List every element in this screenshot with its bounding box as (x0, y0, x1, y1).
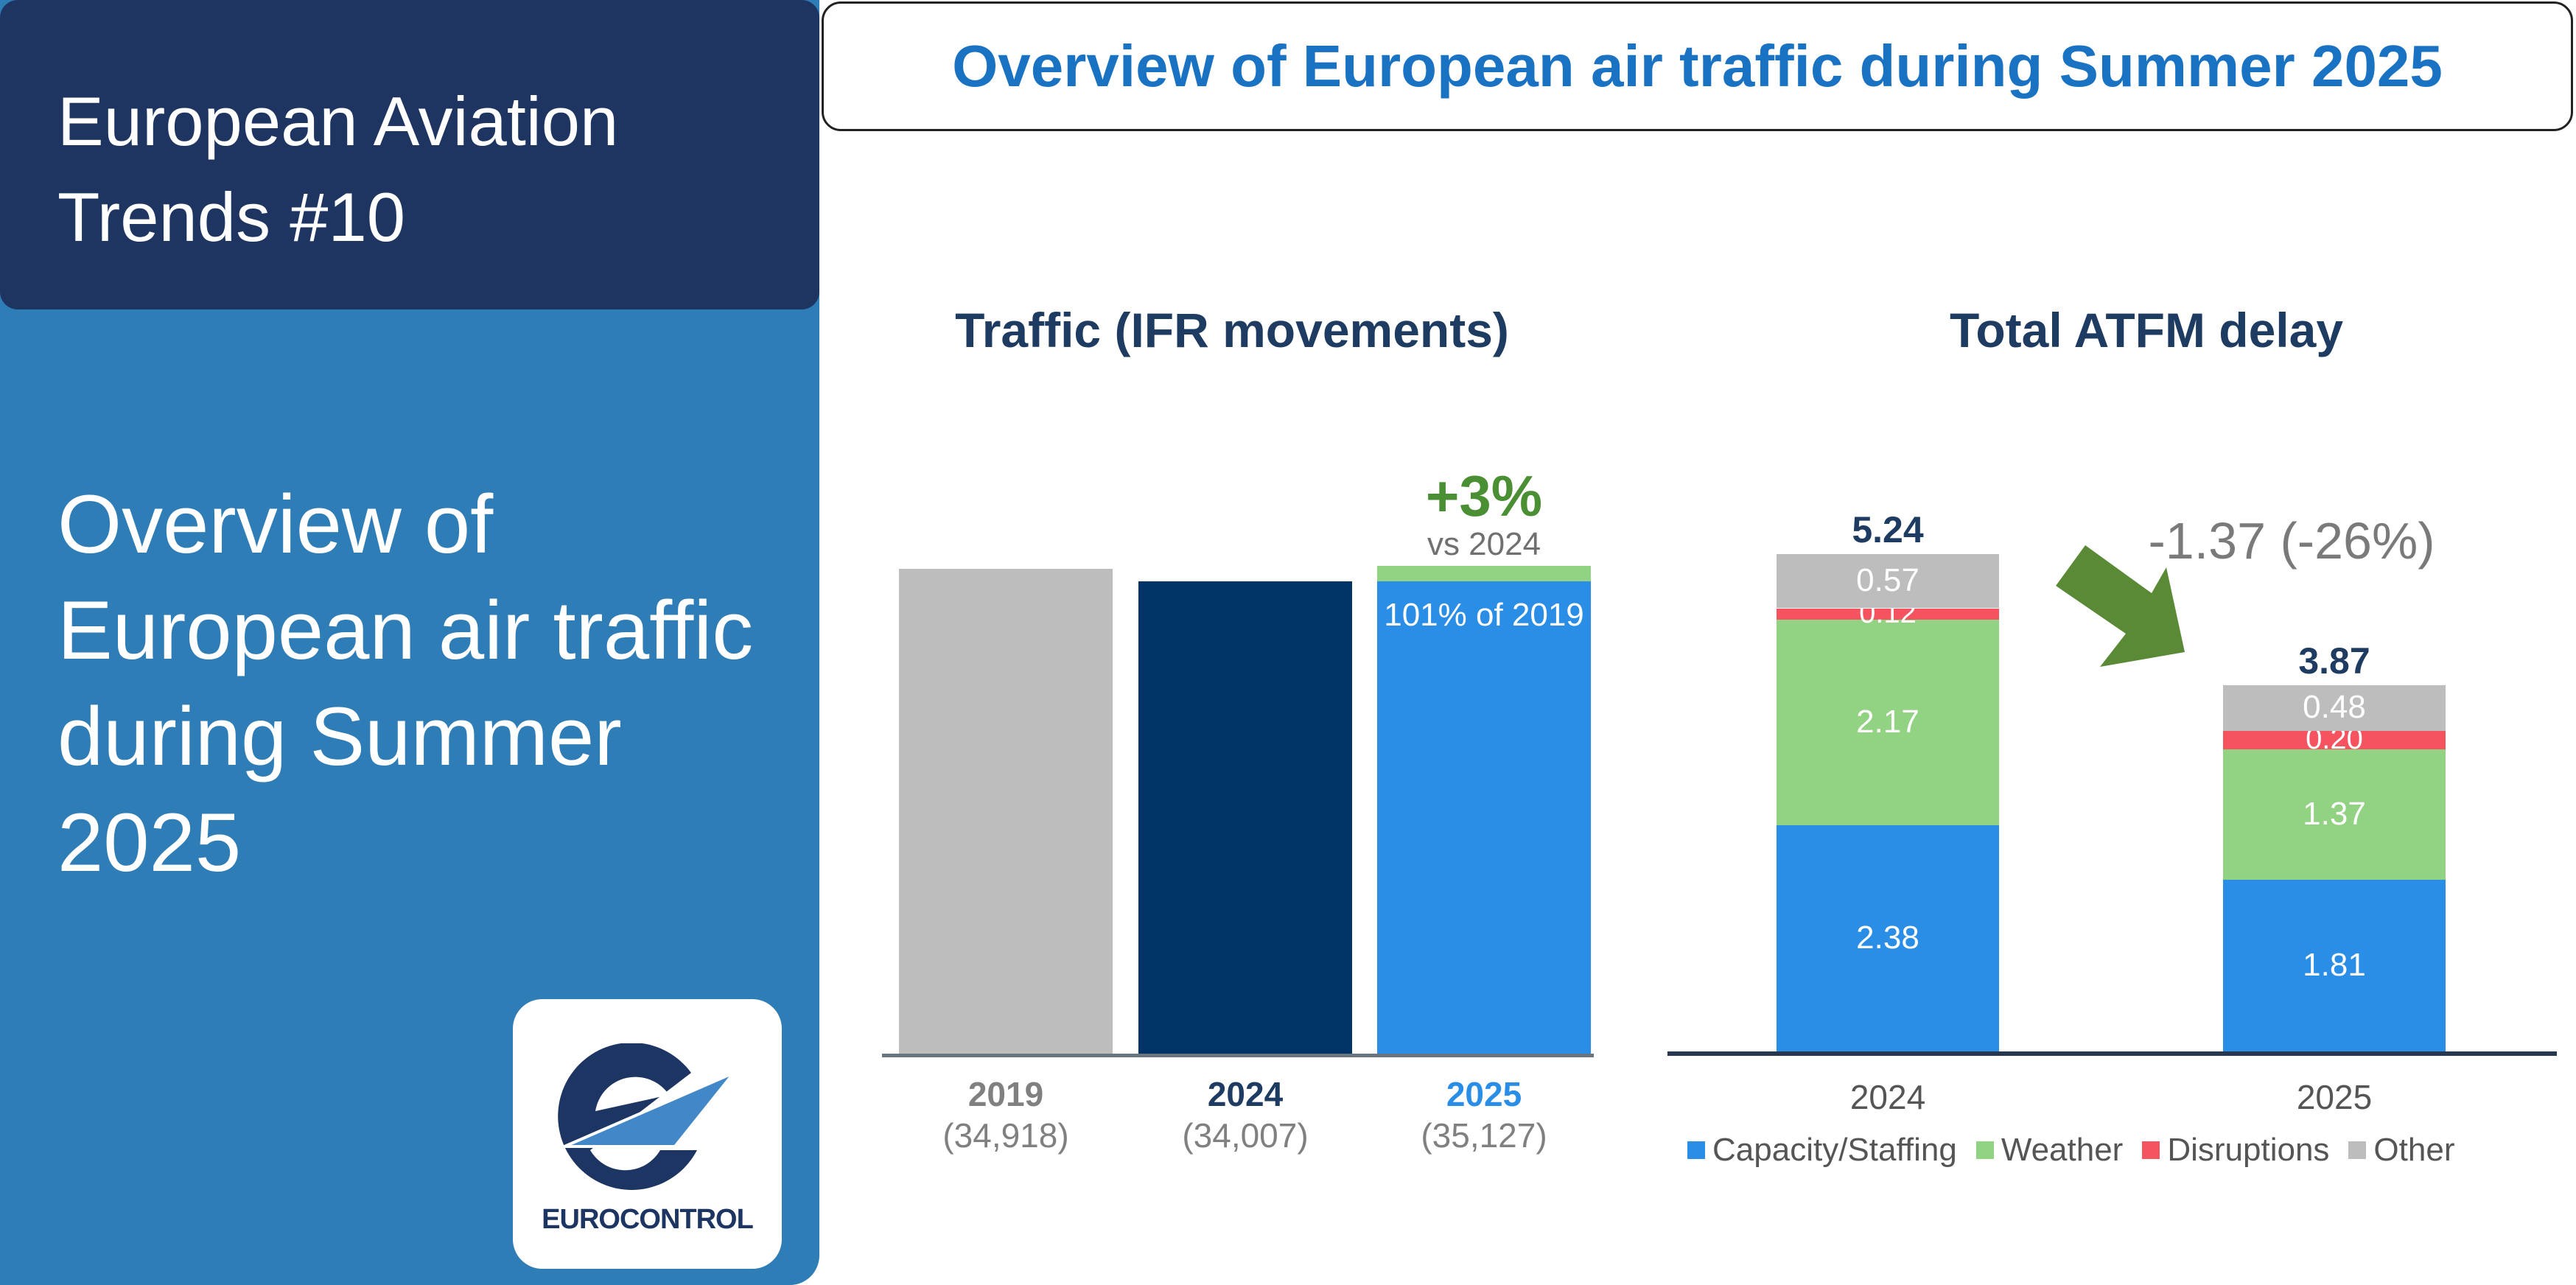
banner: Overview of European air traffic during … (822, 1, 2573, 131)
eurocontrol-logo: EUROCONTROL (513, 999, 782, 1269)
legend-item: Capacity/Staffing (1687, 1132, 1957, 1169)
legend-label: Capacity/Staffing (1712, 1132, 1957, 1168)
total-label: 5.24 (1852, 509, 1924, 551)
bar-2025-increase (1377, 566, 1591, 582)
x-tick-label: 2024 (1207, 1075, 1284, 1113)
legend-swatch (2348, 1141, 2367, 1159)
segment-capacity-staffing-2025 (2223, 879, 2446, 1051)
total-label: 3.87 (2298, 640, 2370, 682)
value-label: (34,918) (942, 1116, 1069, 1155)
segment-disruptions-2024 (1777, 608, 1999, 620)
segment-other-2024 (1777, 554, 1999, 609)
segment-label: 2.17 (1856, 704, 1919, 740)
logo-text: EUROCONTROL (542, 1204, 754, 1235)
legend-swatch (1687, 1141, 1705, 1159)
series-badge (0, 0, 819, 309)
legend-label: Weather (2001, 1132, 2124, 1168)
x-axis-line (1667, 1051, 2557, 1056)
value-label: (34,007) (1182, 1116, 1309, 1155)
bar-2024 (1138, 581, 1352, 1054)
bar-2019 (899, 569, 1113, 1054)
segment-label: 0.48 (2303, 689, 2366, 726)
segment-disruptions-2025 (2223, 730, 2446, 750)
segment-weather-2024 (1777, 619, 1999, 826)
bar-2025-base (1377, 581, 1591, 1054)
legend-item: Disruptions (2142, 1132, 2329, 1169)
value-label: (35,127) (1421, 1116, 1547, 1155)
segment-label: 0.57 (1856, 562, 1919, 599)
legend: Capacity/Staffing Weather Disruptions Other (1687, 1132, 2454, 1169)
change-annotation: -1.37 (-26%) (2148, 512, 2435, 570)
traffic-chart-title: Traffic (IFR movements) (955, 303, 1509, 357)
segment-label: 2.38 (1856, 920, 1919, 956)
series-title: European Aviation Trends #10 (57, 83, 619, 256)
x-tick-label: 2024 (1849, 1078, 1926, 1116)
eurocontrol-logo-icon (558, 1043, 735, 1190)
legend-item: Weather (1975, 1132, 2124, 1169)
legend-swatch (2142, 1141, 2160, 1159)
segment-label: 1.81 (2303, 946, 2366, 983)
legend-swatch (1975, 1141, 1994, 1159)
legend-label: Disruptions (2167, 1132, 2330, 1168)
change-sub-label: vs 2024 (1427, 526, 1541, 562)
delay-chart-title: Total ATFM delay (1949, 303, 2344, 357)
segment-capacity-staffing-2024 (1777, 825, 1999, 1051)
legend-item: Other (2348, 1132, 2454, 1169)
change-label: +3% (1425, 463, 1543, 528)
x-axis-line (882, 1054, 1594, 1057)
x-tick-label: 2019 (967, 1075, 1044, 1113)
segment-label: 1.37 (2303, 796, 2366, 833)
report-subtitle: Overview of European air traffic during … (57, 478, 754, 889)
legend-label: Other (2373, 1132, 2455, 1168)
down-arrow-icon (2056, 545, 2185, 667)
segment-other-2025 (2223, 684, 2446, 731)
x-tick-label: 2025 (2296, 1078, 2373, 1116)
segment-weather-2025 (2223, 749, 2446, 880)
banner-title: Overview of European air traffic during … (952, 33, 2443, 99)
inside-bar-label: 101% of 2019 (1384, 597, 1584, 633)
x-tick-label: 2025 (1446, 1075, 1522, 1113)
